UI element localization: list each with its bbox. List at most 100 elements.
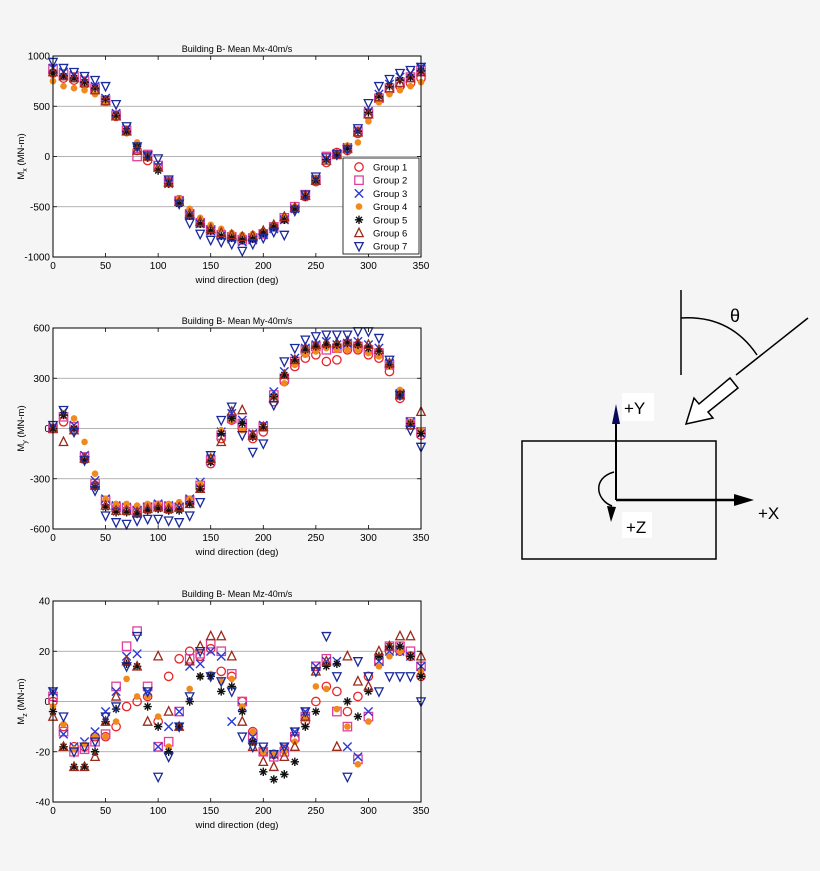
data-point	[384, 355, 395, 367]
y-axis-label-bg	[622, 393, 654, 421]
data-point	[259, 422, 268, 432]
data-point	[152, 500, 164, 512]
data-point	[365, 118, 372, 125]
data-point	[374, 652, 384, 661]
data-point	[60, 82, 67, 90]
data-point	[112, 500, 120, 508]
data-point	[238, 426, 246, 434]
data-point	[364, 687, 373, 696]
data-point	[132, 626, 142, 637]
data-point	[163, 175, 174, 186]
data-point	[407, 82, 414, 90]
x-tick-label: 250	[308, 261, 325, 272]
data-point	[122, 659, 131, 669]
data-point	[406, 72, 415, 82]
data-point	[363, 98, 374, 110]
chart-title: Building B- Mean My-40m/s	[182, 316, 293, 326]
data-point	[310, 338, 322, 350]
data-point	[352, 336, 364, 348]
data-point	[121, 662, 132, 673]
x-tick-label: 150	[202, 533, 219, 544]
data-point	[279, 230, 290, 242]
data-point	[237, 230, 248, 242]
data-point	[217, 429, 226, 438]
data-point	[238, 707, 247, 716]
data-point	[332, 340, 342, 349]
data-point	[215, 226, 227, 238]
data-point	[384, 356, 395, 368]
data-point	[121, 701, 132, 712]
data-point	[227, 414, 236, 423]
x-tick-label: 50	[100, 533, 112, 544]
data-point	[344, 723, 351, 730]
data-point	[396, 647, 404, 655]
data-point	[353, 712, 363, 721]
data-point	[68, 747, 80, 759]
data-point	[163, 671, 174, 682]
legend-label: Group 5	[373, 215, 407, 226]
data-point	[132, 509, 142, 519]
data-point	[215, 677, 227, 688]
data-point	[238, 419, 247, 428]
y-tick-label: 40	[39, 597, 51, 608]
data-point	[110, 702, 122, 713]
data-point	[91, 733, 99, 740]
data-point	[226, 402, 237, 413]
data-point	[405, 418, 416, 430]
data-point	[394, 390, 406, 402]
data-point	[153, 504, 163, 514]
data-point	[100, 712, 111, 723]
y-tick-label: -1000	[24, 253, 50, 264]
data-point	[312, 348, 320, 355]
data-point	[100, 511, 111, 522]
x-tick-label: 200	[255, 261, 272, 272]
x-tick-label: 350	[413, 533, 430, 544]
data-point	[290, 204, 300, 213]
legend-marker	[353, 241, 365, 253]
data-point	[58, 435, 69, 447]
data-point	[143, 153, 152, 162]
chart-title: Building B- Mean Mz-40m/s	[182, 589, 293, 599]
x-tick-label: 350	[413, 806, 430, 817]
data-point	[163, 705, 174, 716]
data-point	[68, 427, 80, 439]
data-point	[111, 704, 121, 714]
data-point	[342, 721, 353, 732]
data-point	[321, 330, 332, 341]
data-point	[269, 775, 278, 784]
data-point	[405, 425, 416, 437]
data-point	[321, 655, 332, 666]
y-axis-label: +Y	[624, 399, 645, 418]
x-tick-label: 150	[202, 261, 219, 272]
data-point	[153, 722, 163, 731]
data-point	[384, 81, 395, 93]
data-point	[215, 629, 227, 641]
data-point	[354, 346, 362, 354]
data-point	[195, 659, 205, 669]
data-point	[342, 650, 353, 661]
data-point	[342, 330, 353, 341]
data-point	[205, 629, 216, 641]
data-point	[173, 722, 185, 733]
data-point	[123, 500, 130, 508]
data-point	[354, 761, 362, 768]
chart-2: 0 50 100 150 200 250 300 350 -600 -300 0 300 600 Buil…	[16, 316, 430, 558]
data-point	[174, 706, 184, 717]
data-point	[331, 150, 343, 161]
legend-marker	[354, 162, 364, 172]
legend: Group 1 Group 2 Group 3 Group 4 Group 5 Group…	[342, 157, 420, 255]
x-tick-label: 100	[150, 806, 167, 817]
data-point	[91, 470, 99, 478]
data-point	[100, 94, 111, 106]
data-point	[268, 400, 280, 412]
data-point	[321, 154, 332, 165]
data-point	[89, 75, 101, 87]
x-axis-arrowhead-icon	[734, 494, 754, 506]
data-point	[110, 690, 122, 701]
data-point	[280, 370, 289, 380]
data-point	[215, 237, 227, 249]
y-tick-label: 0	[44, 424, 50, 435]
data-point	[185, 211, 194, 220]
data-point	[375, 663, 383, 670]
data-point	[111, 508, 121, 517]
